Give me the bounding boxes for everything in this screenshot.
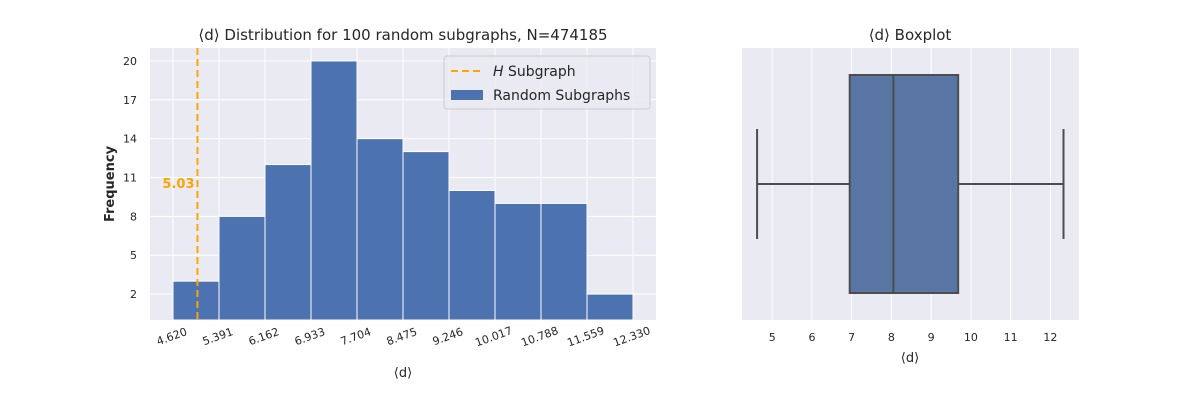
histogram-y-tick-label: 8: [130, 210, 137, 223]
histogram-bar: [586, 293, 634, 321]
boxplot-panel: 5 6 7 8 9 10 11 12 ⟨d⟩ Boxplot ⟨d⟩: [742, 26, 1079, 366]
histogram-y-tick-label: 20: [123, 55, 137, 68]
histogram-x-tick-label: 4.620: [155, 325, 189, 348]
boxplot-x-tick-label: 7: [848, 331, 855, 344]
histogram-y-tick-label: 14: [123, 133, 137, 146]
histogram-x-tick-label: 6.933: [293, 325, 327, 348]
boxplot-x-tick-label: 6: [808, 331, 815, 344]
histogram-y-axis-label: Frequency: [103, 145, 118, 222]
boxplot-x-tick-label: 9: [928, 331, 935, 344]
histogram-bars: [172, 60, 634, 321]
histogram-bar: [356, 138, 404, 321]
legend-entry-h-suffix: Subgraph: [504, 64, 576, 80]
histogram-bar: [218, 215, 266, 321]
boxplot-x-tick-label: 10: [964, 331, 978, 344]
legend-entry-random-subgraphs: Random Subgraphs: [493, 88, 630, 104]
boxplot-x-tick-label: 8: [888, 331, 895, 344]
legend-entry-h-symbol: H: [493, 64, 504, 80]
boxplot-title: ⟨d⟩ Boxplot: [869, 26, 952, 44]
histogram-bar: [494, 202, 542, 321]
histogram-bar: [402, 151, 450, 321]
histogram-x-tick-label: 10.788: [519, 324, 560, 349]
histogram-x-tick-label: 6.162: [247, 325, 281, 348]
histogram-x-tick-label: 5.391: [201, 325, 235, 348]
boxplot-box: [848, 74, 960, 294]
histogram-x-tick-label: 10.017: [473, 324, 514, 349]
legend-entry-h-subgraph: H Subgraph: [493, 64, 576, 80]
histogram-y-tick-label: 2: [130, 288, 137, 301]
boxplot-x-tick-label: 12: [1043, 331, 1057, 344]
histogram-y-tick-label: 5: [130, 249, 137, 262]
histogram-bar: [172, 280, 220, 321]
histogram-y-tick-labels: 2 5 8 11 14 17 20: [123, 55, 137, 301]
histogram-bar: [448, 189, 496, 321]
histogram-y-tick-label: 17: [123, 94, 137, 107]
histogram-x-tick-label: 9.246: [431, 325, 465, 348]
h-subgraph-value-label: 5.03: [162, 177, 194, 192]
histogram-panel: 5.03 2 5 8 11 14 17 20 4.620 5.391 6.162 6.933 7.7…: [103, 26, 656, 381]
histogram-legend: H Subgraph Random Subgraphs: [443, 55, 651, 110]
boxplot-x-tick-label: 11: [1004, 331, 1018, 344]
boxplot-x-tick-label: 5: [769, 331, 776, 344]
legend-patch-swatch: [451, 90, 483, 100]
histogram-bar: [310, 60, 358, 321]
histogram-bar: [540, 202, 588, 321]
boxplot-x-tick-labels: 5 6 7 8 9 10 11 12: [769, 331, 1058, 344]
boxplot-x-axis-label: ⟨d⟩: [901, 351, 919, 366]
histogram-y-tick-label: 11: [123, 172, 137, 185]
histogram-bar: [264, 164, 312, 321]
histogram-x-tick-labels: 4.620 5.391 6.162 6.933 7.704 8.475 9.246 10.01…: [155, 324, 652, 349]
histogram-x-axis-label: ⟨d⟩: [394, 366, 412, 381]
histogram-x-tick-label: 11.559: [565, 324, 606, 349]
histogram-x-tick-label: 8.475: [385, 325, 419, 348]
histogram-title: ⟨d⟩ Distribution for 100 random subgraph…: [198, 26, 607, 44]
histogram-x-tick-label: 12.330: [611, 324, 652, 349]
histogram-x-tick-label: 7.704: [339, 325, 373, 348]
legend-frame: [443, 55, 651, 110]
